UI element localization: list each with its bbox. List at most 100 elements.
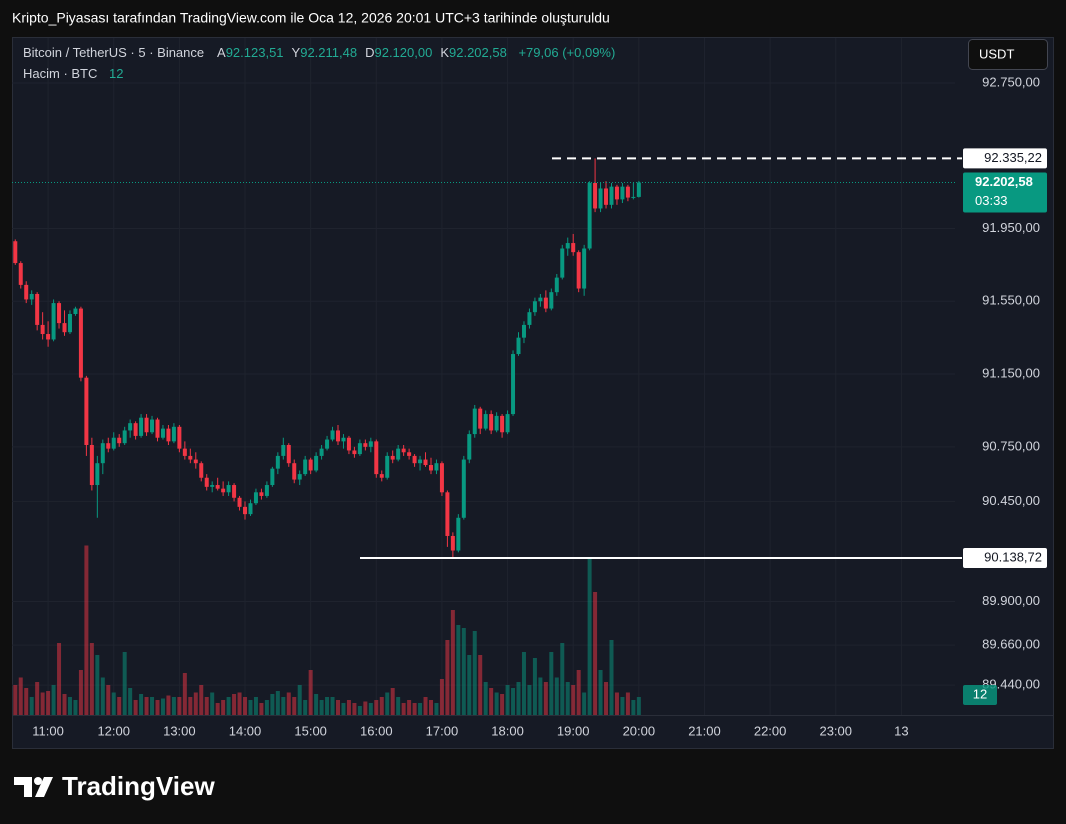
symbol: Bitcoin / TetherUS · 5 · Binance — [23, 45, 204, 60]
candle-body — [494, 415, 499, 431]
candle-body — [171, 426, 176, 442]
candle-body — [308, 459, 313, 471]
x-tick-label: 13 — [894, 723, 908, 738]
candle-body — [106, 443, 111, 449]
candle-body — [204, 477, 209, 487]
candle-body — [226, 485, 231, 493]
volume-bar — [226, 697, 231, 715]
volume-bar — [341, 703, 346, 715]
volume-bar — [625, 692, 630, 715]
candle-body — [511, 354, 516, 415]
legend-label: K — [440, 45, 449, 60]
candle-body — [478, 408, 483, 429]
volume-bar — [390, 688, 395, 715]
x-tick-label: 16:00 — [360, 723, 393, 738]
candle-body — [215, 485, 220, 489]
candle-body — [24, 284, 29, 300]
candle-body — [128, 423, 133, 431]
volume-bar — [182, 673, 187, 715]
volume-bar — [554, 677, 559, 715]
candle-body — [412, 455, 417, 464]
legend-label: Y — [292, 45, 301, 60]
candle-body — [237, 497, 242, 507]
candle-body — [264, 485, 269, 496]
x-tick-label: 12:00 — [97, 723, 130, 738]
candle-body — [29, 293, 34, 300]
volume-bar — [609, 640, 614, 715]
volume-bar — [478, 655, 483, 715]
candle-body — [303, 459, 308, 475]
y-tick-label: 89.660,00 — [982, 637, 1040, 652]
volume-bar — [357, 706, 362, 715]
volume-bar — [450, 610, 455, 715]
candle-body — [325, 439, 330, 449]
volume-bar — [89, 643, 94, 715]
candle-body — [445, 492, 450, 536]
y-tick-label: 90.450,00 — [982, 493, 1040, 508]
legend-value: 92.123,51 — [226, 45, 284, 60]
volume-bar — [407, 700, 412, 715]
candle-body — [527, 312, 532, 325]
volume-bar — [117, 697, 122, 715]
candle-body — [587, 183, 592, 249]
candle-body — [461, 459, 466, 518]
volume-bar — [620, 697, 625, 715]
volume-bar — [543, 682, 548, 715]
currency-button[interactable] — [968, 39, 1048, 70]
x-tick-label: 19:00 — [557, 723, 590, 738]
candle-body — [341, 437, 346, 442]
volume-bar — [505, 685, 510, 715]
candle-body — [117, 437, 122, 444]
candle-layer — [13, 158, 641, 559]
candle-body — [319, 448, 324, 456]
candle-body — [286, 445, 291, 464]
volume-bar — [363, 701, 368, 715]
volume-bar — [24, 688, 29, 715]
candle-body — [84, 377, 89, 445]
candle-body — [40, 324, 45, 335]
volume-bar — [368, 703, 373, 715]
candle-body — [95, 463, 100, 486]
volume-bar — [275, 691, 280, 715]
candle-body — [144, 417, 149, 433]
volume-bar — [171, 697, 176, 715]
logo-icon — [34, 777, 42, 785]
volume-bar — [286, 692, 291, 715]
price-tag-label: 92.202,58 — [975, 174, 1033, 189]
candle-body — [363, 443, 368, 447]
candle-body — [89, 445, 94, 486]
x-tick-label: 20:00 — [623, 723, 656, 738]
low-tag — [963, 548, 1047, 569]
volume-bar — [237, 692, 242, 715]
volume-bar — [494, 692, 499, 715]
legend-label: A — [217, 45, 226, 60]
volume-bar — [549, 652, 554, 715]
legend-value: 92.211,48 — [300, 45, 357, 60]
volume-bar — [57, 643, 62, 715]
volume-bar — [593, 592, 598, 715]
volume-value: 12 — [109, 66, 123, 81]
volume-bar — [155, 700, 160, 715]
volume-bar — [587, 557, 592, 715]
volume-bar — [423, 697, 428, 715]
candle-body — [636, 182, 641, 197]
volume-bar — [166, 695, 171, 715]
candle-body — [111, 437, 116, 449]
volume-bar — [100, 677, 105, 715]
currency-label[interactable]: USDT — [979, 46, 1014, 61]
volume-bar — [636, 697, 641, 715]
candle-body — [604, 188, 609, 205]
candle-body — [51, 303, 56, 340]
volume-bar — [292, 697, 297, 715]
volume-bar — [314, 694, 319, 715]
volume-bar — [270, 694, 275, 715]
candle-body — [177, 426, 182, 449]
candle-body — [100, 443, 105, 464]
candle-body — [450, 535, 455, 551]
x-tick-label: 13:00 — [163, 723, 196, 738]
candle-body — [385, 455, 390, 478]
candle-body — [625, 186, 630, 198]
candle-body — [297, 474, 302, 480]
volume-bar — [308, 670, 313, 715]
y-tick-label: 91.550,00 — [982, 293, 1040, 308]
